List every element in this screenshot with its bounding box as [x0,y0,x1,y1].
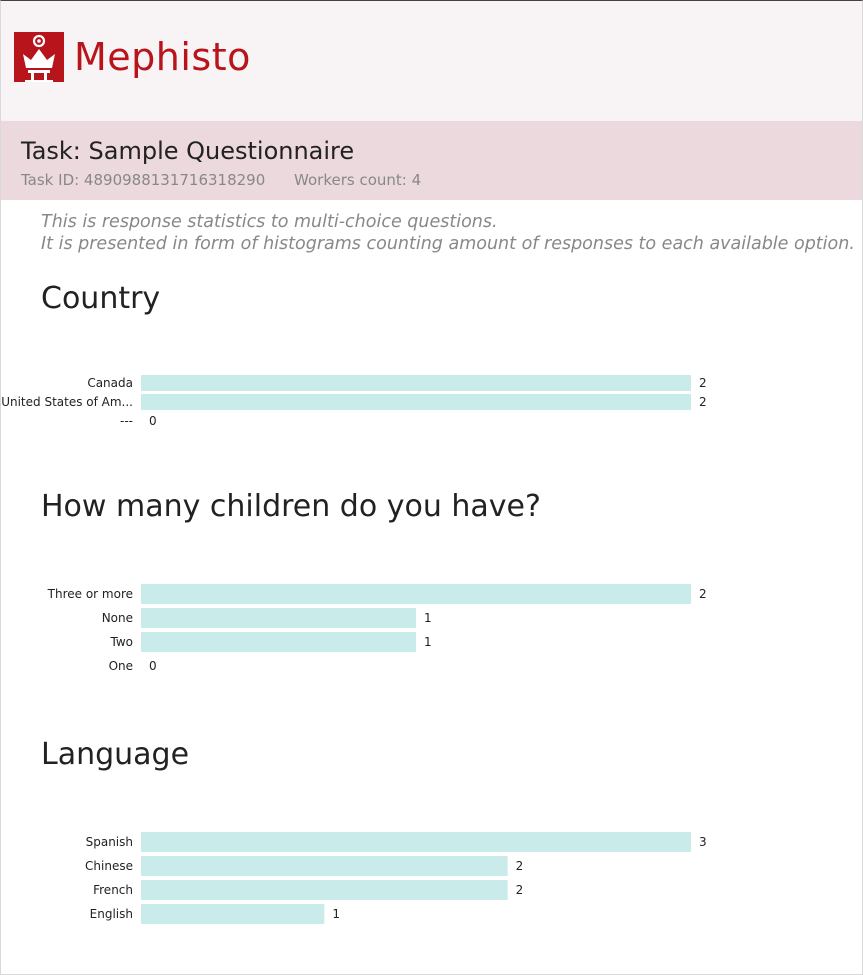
value-label: 3 [699,835,707,849]
bar [141,584,691,604]
brand-name: Mephisto [74,35,251,79]
value-label: 1 [332,907,340,921]
value-label: 1 [424,635,432,649]
intro-text: This is response statistics to multi-cho… [41,211,855,255]
category-label: Two [110,635,134,649]
task-header: Task: Sample Questionnaire Task ID: 4890… [1,121,862,200]
value-label: 2 [699,587,707,601]
mephisto-logo-icon [14,32,64,82]
bar [141,904,325,924]
category-label: Chinese [85,859,133,873]
category-label: United States of Am... [1,395,133,409]
value-label: 2 [516,883,524,897]
bar [141,632,416,652]
value-label: 0 [149,414,157,428]
value-label: 2 [699,395,707,409]
bar [141,375,691,391]
value-label: 2 [516,859,524,873]
chart-title-country: Country [41,281,161,316]
category-label: One [109,659,133,673]
value-label: 2 [699,376,707,390]
bar [141,856,508,876]
chart-country: Canada 2 United States of Am... 2 --- 0 [1,375,707,428]
task-meta: Task ID: 4890988131716318290 Workers cou… [21,171,445,189]
bar [141,832,691,852]
category-label: Three or more [47,587,133,601]
category-label: Spanish [86,835,133,849]
chart-title-language: Language [41,737,190,772]
app-header: Mephisto [1,1,862,121]
task-id: Task ID: 4890988131716318290 [21,171,266,189]
bar [141,394,691,410]
value-label: 0 [149,659,157,673]
bar [141,608,416,628]
category-label: English [90,907,133,921]
category-label: --- [120,414,133,428]
category-label: None [102,611,133,625]
chart-language: Spanish 3 Chinese 2 French 2 English 1 [85,832,707,924]
intro-line-1: This is response statistics to multi-cho… [41,212,498,232]
workers-count: Workers count: 4 [294,171,422,189]
bar [141,880,508,900]
chart-children: Three or more 2 None 1 Two 1 One 0 [47,584,707,673]
category-label: Canada [87,376,133,390]
task-title: Task: Sample Questionnaire [21,137,355,165]
value-label: 1 [424,611,432,625]
intro-line-2: It is presented in form of histograms co… [41,234,855,254]
category-label: French [93,883,133,897]
chart-title-children: How many children do you have? [41,489,541,524]
